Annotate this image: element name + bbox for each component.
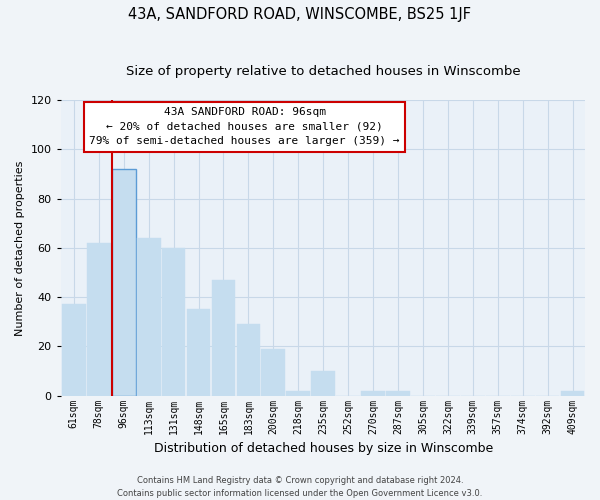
- Bar: [112, 169, 136, 396]
- Bar: [236, 324, 260, 396]
- Y-axis label: Number of detached properties: Number of detached properties: [15, 160, 25, 336]
- Bar: [187, 310, 211, 396]
- Text: 43A, SANDFORD ROAD, WINSCOMBE, BS25 1JF: 43A, SANDFORD ROAD, WINSCOMBE, BS25 1JF: [128, 8, 472, 22]
- Bar: [87, 243, 110, 396]
- Bar: [62, 304, 86, 396]
- Bar: [162, 248, 185, 396]
- Text: Contains HM Land Registry data © Crown copyright and database right 2024.
Contai: Contains HM Land Registry data © Crown c…: [118, 476, 482, 498]
- Bar: [262, 349, 285, 396]
- Bar: [137, 238, 161, 396]
- Bar: [286, 390, 310, 396]
- X-axis label: Distribution of detached houses by size in Winscombe: Distribution of detached houses by size …: [154, 442, 493, 455]
- Bar: [212, 280, 235, 396]
- Bar: [560, 390, 584, 396]
- Bar: [361, 390, 385, 396]
- Title: Size of property relative to detached houses in Winscombe: Size of property relative to detached ho…: [126, 65, 521, 78]
- Text: 43A SANDFORD ROAD: 96sqm
← 20% of detached houses are smaller (92)
79% of semi-d: 43A SANDFORD ROAD: 96sqm ← 20% of detach…: [89, 108, 400, 146]
- Bar: [311, 371, 335, 396]
- Bar: [386, 390, 410, 396]
